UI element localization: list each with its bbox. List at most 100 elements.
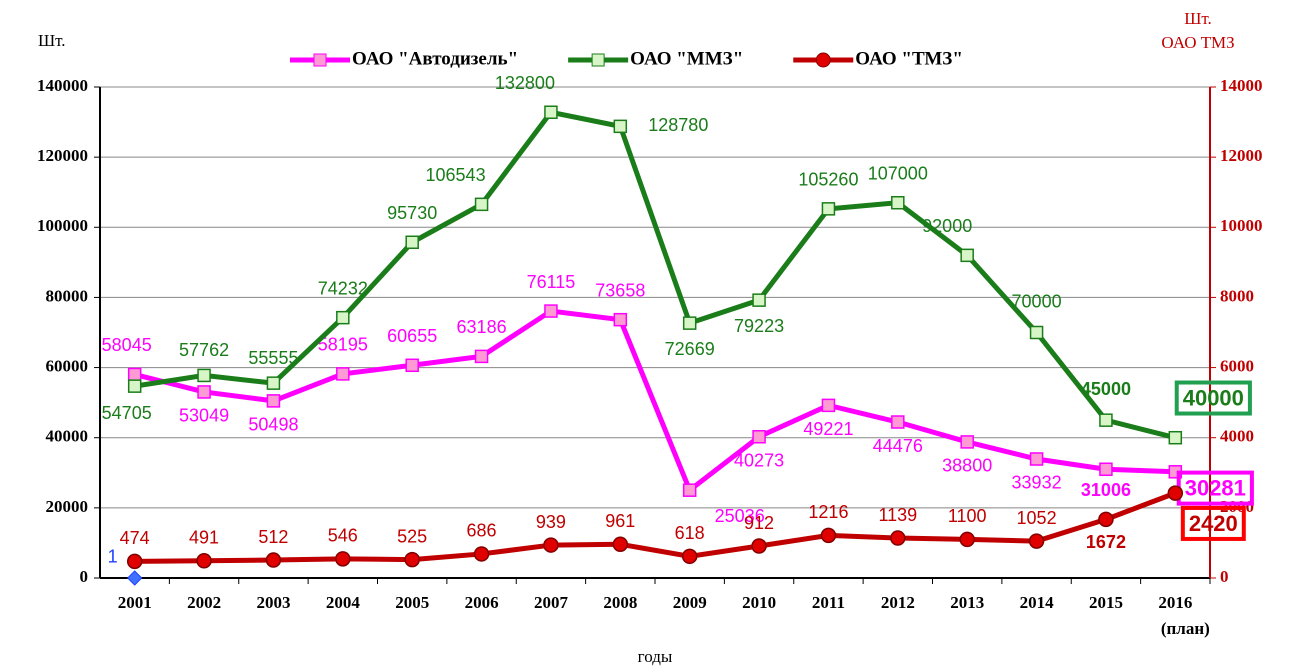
- y-axis-label: Шт.: [38, 31, 66, 50]
- x-tick-label: 2012: [881, 593, 915, 612]
- x-tick-label: 2008: [603, 593, 637, 612]
- data-label: 95730: [387, 203, 437, 223]
- x-tick-label: 2011: [812, 593, 845, 612]
- point: [820, 527, 837, 544]
- point: [1099, 413, 1113, 427]
- point: [960, 435, 974, 449]
- y-tick-label: 0: [80, 567, 89, 586]
- x-tick-label: 2015: [1089, 593, 1123, 612]
- data-label: 58195: [318, 335, 368, 355]
- data-label: 60655: [387, 326, 437, 346]
- y2-tick-label: 14000: [1220, 76, 1263, 95]
- x-tick-label: 2005: [395, 593, 429, 612]
- data-label: 55555: [248, 348, 298, 368]
- point: [752, 293, 766, 307]
- data-label: 38800: [942, 456, 992, 476]
- x-tick-label: 2014: [1020, 593, 1055, 612]
- x-tick-label: 2001: [118, 593, 152, 612]
- point: [405, 235, 419, 250]
- data-label: 2420: [1189, 511, 1238, 536]
- point: [1098, 511, 1114, 528]
- legend-label: ОАО "Автодизель": [352, 48, 518, 69]
- data-label: 512: [258, 527, 288, 547]
- y2-tick-label: 0: [1220, 567, 1229, 586]
- data-label: 40273: [734, 451, 784, 471]
- data-label: 106543: [426, 165, 486, 185]
- y2-axis-sublabel: ОАО ТМЗ: [1161, 33, 1234, 52]
- legend-label: ОАО "ТМЗ": [855, 48, 963, 69]
- y2-tick-label: 6000: [1220, 356, 1254, 375]
- point: [682, 483, 697, 497]
- data-label: 525: [397, 526, 427, 546]
- point: [1028, 533, 1045, 549]
- point: [1029, 452, 1044, 466]
- y2-tick-label: 8000: [1220, 286, 1254, 305]
- point: [474, 197, 489, 212]
- point: [543, 537, 559, 553]
- point: [1167, 485, 1184, 501]
- y2-tick-label: 12000: [1220, 146, 1263, 165]
- data-label: 45000: [1081, 379, 1131, 399]
- label-box: [1180, 505, 1246, 541]
- point: [196, 553, 212, 569]
- point: [405, 358, 419, 373]
- point: [891, 415, 905, 429]
- data-label: 76115: [527, 272, 576, 292]
- y-tick-label: 120000: [37, 146, 88, 165]
- point: [960, 248, 974, 263]
- point: [1168, 430, 1183, 445]
- x-tick-label: 2009: [673, 593, 707, 612]
- point: [474, 349, 489, 364]
- point: [336, 367, 350, 381]
- data-label: 40000: [1183, 386, 1244, 411]
- x-tick-label: 2010: [742, 593, 776, 612]
- data-label: 939: [536, 512, 566, 532]
- y2-axis-label: Шт.: [1184, 9, 1212, 28]
- data-label: 50498: [248, 415, 298, 435]
- data-label: 92000: [922, 216, 972, 236]
- series-line: [134, 490, 1177, 564]
- data-label: 54705: [102, 403, 152, 423]
- data-label: 70000: [1012, 291, 1062, 311]
- x-tick-label: 2002: [187, 593, 221, 612]
- point: [544, 105, 558, 120]
- data-label: 58045: [102, 335, 152, 355]
- point: [266, 394, 281, 408]
- point: [336, 310, 350, 325]
- data-label: 31006: [1081, 480, 1131, 500]
- point: [891, 195, 905, 210]
- point: [266, 376, 281, 390]
- point: [751, 538, 767, 554]
- x-tick-label: 2016 (план): [1158, 593, 1209, 638]
- data-label: 1052: [1017, 508, 1057, 528]
- y-tick-label: 40000: [46, 427, 89, 446]
- data-label: 74232: [318, 278, 368, 298]
- point: [959, 531, 975, 548]
- point: [1099, 462, 1113, 477]
- point: [335, 551, 351, 567]
- y-tick-label: 100000: [37, 216, 88, 235]
- y2-tick-label: 4000: [1220, 427, 1254, 446]
- data-label: 132800: [495, 73, 555, 93]
- data-label: 1216: [808, 502, 848, 522]
- data-label: 105260: [798, 170, 858, 190]
- data-label: 1: [108, 547, 118, 567]
- point: [127, 367, 142, 382]
- legend-marker: [591, 53, 605, 67]
- data-label: 44476: [873, 436, 923, 456]
- legend-marker: [313, 53, 327, 67]
- point: [197, 385, 211, 399]
- point: [682, 316, 697, 330]
- data-label: 107000: [868, 163, 928, 183]
- x-tick-label: 2003: [256, 593, 290, 612]
- y2-tick-label: 10000: [1220, 216, 1263, 235]
- point: [126, 570, 143, 586]
- data-label: 686: [467, 521, 497, 541]
- data-label: 25036: [715, 506, 765, 526]
- series-line: [134, 308, 1176, 495]
- data-label: 961: [605, 511, 635, 531]
- label-box: [1174, 380, 1252, 416]
- x-tick-label: 2013: [950, 593, 984, 612]
- point: [473, 546, 490, 562]
- data-label: 128780: [648, 115, 708, 135]
